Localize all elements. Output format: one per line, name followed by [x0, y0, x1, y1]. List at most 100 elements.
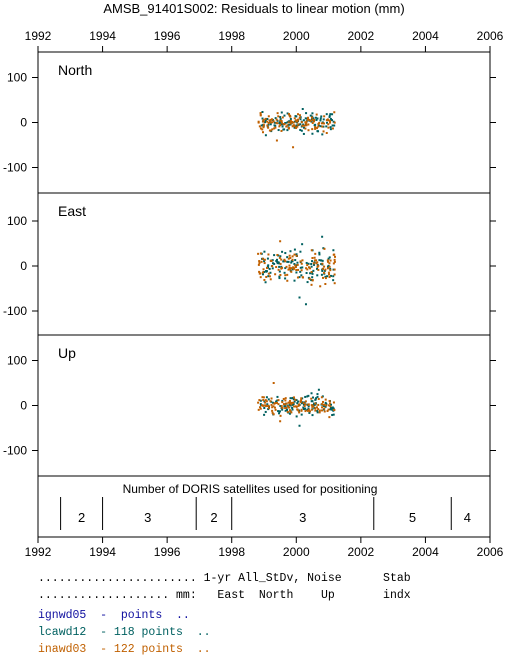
data-point — [302, 123, 305, 126]
data-point — [307, 123, 310, 126]
data-point — [302, 401, 305, 404]
data-point — [310, 397, 313, 400]
data-point — [313, 402, 316, 405]
data-point — [262, 125, 265, 128]
data-point — [261, 273, 264, 276]
data-point — [333, 260, 336, 263]
data-point — [326, 267, 329, 270]
data-point — [323, 265, 326, 268]
data-point — [322, 130, 325, 133]
data-point — [330, 119, 333, 122]
data-point — [286, 273, 289, 276]
data-point — [305, 112, 308, 115]
data-point — [289, 119, 292, 122]
data-point — [273, 262, 276, 265]
data-point — [332, 120, 335, 123]
data-point — [281, 406, 284, 409]
data-point — [306, 118, 309, 121]
data-point — [333, 282, 336, 285]
data-point — [328, 399, 331, 402]
data-point — [311, 272, 314, 275]
data-point — [319, 119, 322, 122]
data-point — [311, 260, 314, 263]
data-point — [262, 118, 265, 121]
data-point — [297, 118, 300, 121]
data-point — [288, 120, 291, 123]
data-point — [295, 127, 298, 130]
data-point — [281, 116, 284, 119]
data-point — [301, 266, 304, 269]
x-tick-label-bottom: 2000 — [283, 545, 310, 559]
data-point — [326, 410, 329, 413]
data-point — [263, 258, 266, 261]
data-point — [271, 411, 274, 414]
data-point — [323, 115, 326, 118]
data-point — [266, 120, 269, 123]
data-point — [333, 273, 336, 276]
data-point — [317, 264, 320, 267]
data-point — [328, 256, 331, 259]
data-point — [329, 259, 332, 262]
data-point — [276, 253, 279, 256]
data-point — [307, 262, 310, 265]
data-point — [310, 408, 313, 411]
stats-header-1: ....................... 1-yr All_StDv, N… — [38, 572, 411, 585]
data-point — [266, 125, 269, 128]
data-point — [324, 275, 327, 278]
x-tick-label-bottom: 2004 — [412, 545, 439, 559]
series-inawd03 — [257, 382, 336, 423]
data-point — [295, 254, 298, 257]
data-point — [304, 117, 307, 120]
data-point — [321, 259, 324, 262]
data-point — [277, 410, 280, 413]
panel-frame — [37, 475, 491, 538]
data-point — [302, 119, 305, 122]
data-point — [284, 403, 287, 406]
data-point — [269, 259, 272, 262]
data-point — [286, 256, 289, 259]
data-point — [272, 382, 275, 384]
data-point — [287, 268, 290, 271]
data-point — [311, 414, 314, 417]
data-point — [268, 275, 271, 278]
data-point — [269, 123, 272, 126]
data-point — [283, 114, 286, 117]
data-point — [318, 253, 321, 256]
x-tick-label-bottom: 1996 — [154, 545, 181, 559]
data-point — [279, 262, 282, 265]
data-point — [318, 259, 321, 262]
data-point — [278, 262, 281, 265]
data-point — [300, 397, 303, 400]
data-point — [316, 393, 319, 396]
data-point — [290, 411, 293, 414]
satellite-count: 3 — [299, 510, 306, 525]
data-point — [320, 263, 323, 266]
data-point — [284, 267, 287, 270]
data-point — [278, 256, 281, 259]
stats-header-2: ................... mm: East North Up in… — [38, 589, 411, 602]
data-point — [261, 131, 264, 134]
data-point — [319, 285, 322, 288]
data-point — [289, 397, 292, 400]
data-point — [327, 257, 330, 260]
data-point — [299, 266, 302, 269]
data-point — [298, 116, 301, 119]
data-point — [265, 396, 268, 399]
data-point — [325, 119, 328, 122]
data-point — [314, 127, 317, 130]
data-point — [323, 407, 326, 410]
data-point — [295, 269, 298, 272]
data-point — [322, 118, 325, 121]
data-point — [278, 412, 281, 415]
data-point — [329, 406, 332, 409]
data-point — [281, 250, 284, 253]
data-point — [332, 275, 335, 278]
data-point — [320, 115, 323, 118]
data-point — [303, 126, 306, 129]
data-point — [325, 121, 328, 124]
data-point — [314, 126, 317, 129]
data-point — [263, 278, 266, 281]
x-tick-label-top: 2002 — [348, 29, 375, 43]
data-point — [332, 262, 335, 265]
